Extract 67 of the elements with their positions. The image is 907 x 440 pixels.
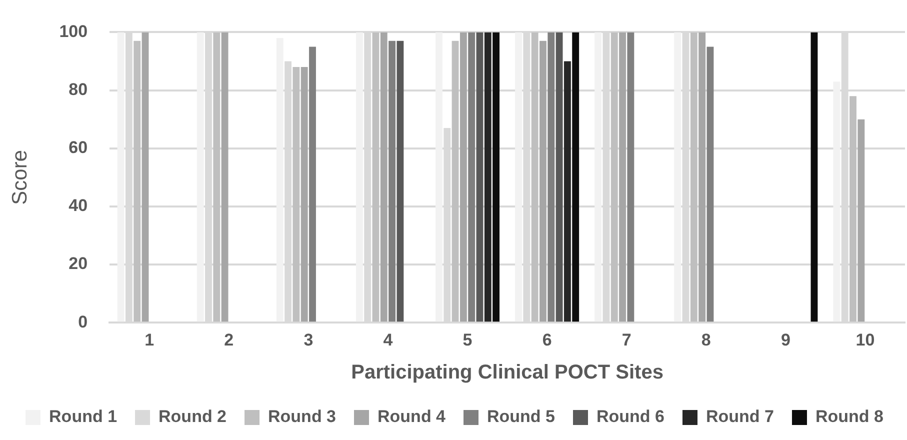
bar (300, 67, 308, 322)
bar (196, 32, 204, 322)
bar (810, 32, 818, 322)
bar (627, 32, 634, 322)
y-tick-label: 100 (59, 22, 88, 41)
legend-label: Round 4 (378, 407, 446, 426)
bar (372, 32, 380, 322)
bar (858, 119, 865, 322)
legend-label: Round 5 (487, 407, 555, 426)
bar (292, 67, 300, 322)
bar (564, 61, 571, 322)
bar (436, 32, 442, 322)
x-tick-label: 8 (701, 330, 711, 350)
legend-label: Round 3 (268, 407, 336, 426)
legend-label: Round 8 (815, 407, 884, 426)
bar (396, 40, 404, 322)
bar (276, 38, 284, 322)
legend-label: Round 1 (49, 407, 118, 426)
bar (610, 32, 618, 322)
legend-label: Round 6 (596, 407, 664, 426)
x-tick-label: 10 (856, 330, 875, 350)
x-tick-label: 9 (780, 330, 790, 350)
x-tick-label: 2 (224, 330, 234, 350)
bar (134, 40, 141, 322)
bar (690, 32, 698, 322)
y-tick-label: 0 (78, 312, 88, 332)
x-tick-label: 3 (304, 330, 314, 350)
bar (674, 32, 682, 322)
bar (213, 32, 220, 322)
y-tick-label: 20 (68, 254, 88, 274)
y-axis-title: Score (8, 150, 32, 205)
bar (380, 32, 388, 322)
bar (540, 40, 546, 322)
x-tick-label: 5 (462, 330, 472, 350)
bar (698, 32, 706, 322)
x-axis-title: Participating Clinical POCT Sites (351, 362, 664, 384)
bar (117, 32, 124, 322)
bar (619, 32, 626, 322)
x-tick-label: 1 (144, 330, 154, 350)
y-tick-label: 40 (68, 196, 88, 216)
bar (548, 32, 555, 322)
bar (309, 46, 316, 322)
x-tick-label: 7 (622, 330, 632, 350)
bar (515, 32, 522, 322)
bar (356, 32, 363, 322)
bar (452, 40, 459, 322)
bar (460, 32, 467, 322)
bar (531, 32, 538, 322)
bar (484, 32, 492, 322)
bar (468, 32, 476, 322)
x-tick-label: 4 (383, 330, 394, 350)
bar (706, 46, 714, 322)
bar (221, 32, 228, 322)
bar (594, 32, 602, 322)
bar (476, 32, 484, 322)
bar (833, 82, 840, 322)
bar (142, 32, 149, 322)
y-tick-label: 80 (68, 80, 88, 99)
bar (492, 32, 500, 322)
bar (850, 96, 856, 322)
legend-label: Round 2 (158, 407, 227, 426)
bar (556, 32, 563, 322)
x-tick-label: 6 (542, 330, 552, 350)
legend-label: Round 7 (706, 407, 774, 426)
bar (388, 40, 396, 322)
y-tick-label: 60 (68, 138, 88, 158)
bar (572, 32, 580, 322)
